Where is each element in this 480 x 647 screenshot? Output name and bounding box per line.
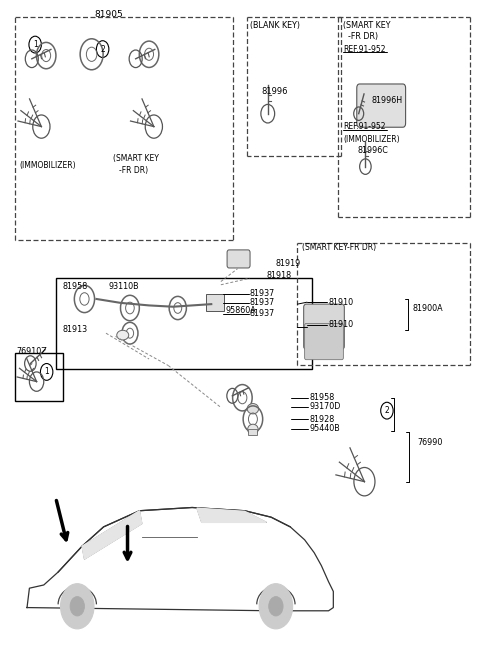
Text: 81919: 81919 (276, 259, 301, 268)
Text: (IMMOBILIZER): (IMMOBILIZER) (20, 161, 76, 170)
Text: 81996: 81996 (262, 87, 288, 96)
Text: (SMART KEY-FR DR): (SMART KEY-FR DR) (302, 243, 376, 252)
Text: 81958: 81958 (310, 393, 335, 402)
Bar (56, 278, 312, 369)
Text: 81910: 81910 (328, 298, 354, 307)
Ellipse shape (248, 424, 258, 435)
Text: 81928: 81928 (310, 415, 335, 424)
Text: -FR DR): -FR DR) (120, 166, 148, 175)
Text: 81900A: 81900A (412, 303, 443, 313)
Text: (SMART KEY: (SMART KEY (343, 21, 390, 30)
Text: 76910Z: 76910Z (16, 347, 47, 356)
Text: 1: 1 (44, 367, 49, 377)
Text: 81910: 81910 (328, 320, 354, 329)
Polygon shape (82, 510, 142, 559)
Text: 81937: 81937 (250, 289, 275, 298)
Text: 93110B: 93110B (108, 282, 139, 291)
Polygon shape (27, 507, 333, 611)
Text: 95440B: 95440B (310, 424, 340, 433)
Text: 93170D: 93170D (310, 402, 341, 411)
Text: 81937: 81937 (250, 298, 275, 307)
FancyBboxPatch shape (205, 294, 224, 311)
Circle shape (269, 597, 283, 616)
Text: 81905: 81905 (94, 10, 123, 19)
Text: (BLANK KEY): (BLANK KEY) (250, 21, 300, 30)
Text: (SMART KEY: (SMART KEY (113, 155, 159, 164)
Text: 81937: 81937 (250, 309, 275, 318)
Text: 2: 2 (384, 406, 389, 415)
Text: 81918: 81918 (266, 270, 291, 280)
Text: (IMMOBILIZER): (IMMOBILIZER) (343, 135, 399, 144)
Text: -FR DR): -FR DR) (348, 32, 378, 41)
FancyBboxPatch shape (357, 84, 406, 127)
FancyBboxPatch shape (227, 250, 250, 268)
Ellipse shape (117, 330, 129, 340)
Text: 2: 2 (100, 45, 105, 54)
FancyBboxPatch shape (304, 304, 344, 349)
Text: REF.91-952: REF.91-952 (343, 45, 385, 54)
Text: 1: 1 (33, 40, 37, 49)
Text: REF.91-952: REF.91-952 (343, 122, 385, 131)
Circle shape (259, 584, 293, 629)
Polygon shape (197, 508, 266, 522)
Text: 81996C: 81996C (357, 146, 388, 155)
FancyBboxPatch shape (305, 324, 343, 360)
Text: 81958: 81958 (63, 282, 88, 291)
Circle shape (70, 597, 84, 616)
Text: 76990: 76990 (417, 439, 443, 448)
Circle shape (60, 584, 94, 629)
Bar (15, 353, 63, 401)
Text: 81913: 81913 (63, 325, 88, 334)
Bar (248, 429, 257, 435)
Text: 81996H: 81996H (372, 96, 403, 105)
Text: 95860A: 95860A (226, 306, 256, 315)
Ellipse shape (247, 404, 259, 414)
